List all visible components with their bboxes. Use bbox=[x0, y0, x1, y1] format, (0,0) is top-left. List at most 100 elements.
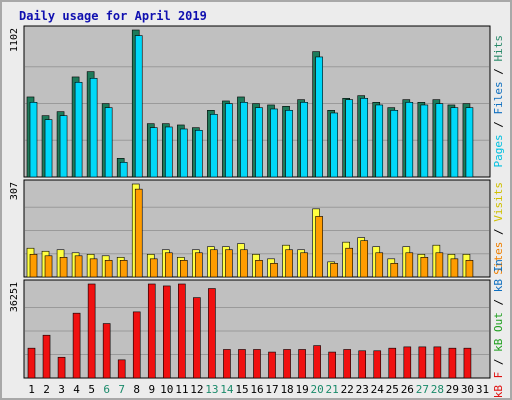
bar-top-files-day-29 bbox=[450, 107, 459, 178]
bar-middle-sites-day-22 bbox=[345, 247, 353, 278]
bar-bottom-kb-f-day-17 bbox=[268, 351, 276, 379]
panel-top-legend: Pages / Files / Hits bbox=[492, 35, 505, 168]
bar-middle-sites-day-23 bbox=[360, 240, 369, 278]
bar-bottom-kb-f-day-27 bbox=[418, 346, 427, 379]
bar-top-files-day-16 bbox=[255, 107, 263, 178]
bar-middle-sites-day-14 bbox=[225, 249, 233, 278]
bar-top-files-day-7 bbox=[119, 162, 128, 178]
bar-middle-sites-day-20 bbox=[315, 216, 323, 278]
bar-bottom-kb-f-day-3 bbox=[57, 356, 66, 379]
bar-middle-sites-day-17 bbox=[270, 263, 278, 278]
bar-middle-sites-day-8 bbox=[134, 188, 143, 278]
bar-middle-sites-day-27 bbox=[420, 257, 429, 278]
x-tick-label-day-8: 8 bbox=[133, 383, 140, 396]
legend-kb-out: kB Out bbox=[492, 312, 505, 352]
bar-middle-sites-day-26 bbox=[405, 252, 414, 278]
bar-middle-sites-day-13 bbox=[210, 249, 218, 278]
bar-middle-sites-day-7 bbox=[119, 260, 128, 278]
x-tick-label-day-10: 10 bbox=[160, 383, 173, 396]
legend-separator: / bbox=[492, 352, 505, 372]
legend-separator: / bbox=[492, 222, 505, 242]
bar-top-files-day-25 bbox=[390, 110, 399, 178]
bar-middle-sites-day-1 bbox=[29, 253, 38, 278]
bar-top-files-day-11 bbox=[180, 128, 188, 178]
bar-middle-sites-day-4 bbox=[74, 255, 83, 278]
x-tick-label-day-25: 25 bbox=[386, 383, 399, 396]
bar-middle-sites-day-2 bbox=[44, 255, 53, 278]
bar-top-files-day-17 bbox=[270, 108, 278, 178]
chart-title: Daily usage for April 2019 bbox=[19, 9, 207, 23]
bar-top-files-day-30 bbox=[465, 107, 474, 178]
bar-middle-sites-day-10 bbox=[164, 252, 173, 278]
bar-bottom-kb-f-day-28 bbox=[433, 346, 442, 379]
bar-bottom-kb-f-day-2 bbox=[42, 334, 51, 379]
x-tick-label-day-20: 20 bbox=[311, 383, 324, 396]
x-tick-label-day-24: 24 bbox=[371, 383, 385, 396]
bar-bottom-kb-f-day-10 bbox=[162, 285, 171, 379]
x-tick-label-day-21: 21 bbox=[326, 383, 339, 396]
bar-bottom-kb-f-day-26 bbox=[403, 346, 412, 379]
bar-top-files-day-6 bbox=[104, 107, 113, 178]
x-tick-label-day-22: 22 bbox=[341, 383, 354, 396]
x-tick-label-day-30: 30 bbox=[461, 383, 474, 396]
x-tick-label-day-12: 12 bbox=[190, 383, 203, 396]
legend-separator: / bbox=[492, 115, 505, 135]
bar-bottom-kb-f-day-7 bbox=[117, 359, 126, 379]
bar-top-files-day-21 bbox=[330, 112, 338, 178]
bar-middle-sites-day-21 bbox=[330, 263, 338, 278]
legend-separator: / bbox=[492, 62, 505, 82]
x-tick-label-day-14: 14 bbox=[220, 383, 234, 396]
bar-top-files-day-22 bbox=[345, 99, 353, 178]
bar-middle-sites-day-6 bbox=[104, 260, 113, 278]
panel-middle-max-label: 307 bbox=[9, 182, 20, 200]
bar-bottom-kb-f-day-21 bbox=[328, 351, 336, 379]
x-tick-label-day-28: 28 bbox=[431, 383, 444, 396]
bar-bottom-kb-f-day-4 bbox=[72, 312, 81, 379]
x-tick-label-day-4: 4 bbox=[73, 383, 80, 396]
bar-bottom-kb-f-day-12 bbox=[193, 297, 201, 379]
x-tick-label-day-3: 3 bbox=[58, 383, 65, 396]
bar-middle-sites-day-9 bbox=[149, 258, 158, 278]
x-tick-label-day-17: 17 bbox=[265, 383, 278, 396]
bar-top-files-day-8 bbox=[134, 35, 143, 178]
bar-top-files-day-5 bbox=[89, 77, 98, 178]
legend-visits: Visits bbox=[492, 182, 505, 222]
bar-top-files-day-27 bbox=[420, 104, 429, 178]
legend-pages: Pages bbox=[492, 134, 505, 167]
bar-top-files-day-24 bbox=[375, 104, 384, 178]
legend-hits: Hits bbox=[492, 35, 505, 62]
bar-bottom-kb-f-day-8 bbox=[132, 311, 141, 379]
x-tick-label-day-16: 16 bbox=[250, 383, 263, 396]
x-tick-label-day-29: 29 bbox=[446, 383, 459, 396]
bar-bottom-kb-f-day-5 bbox=[87, 283, 96, 379]
bar-bottom-kb-f-day-23 bbox=[358, 350, 367, 379]
bar-top-files-day-10 bbox=[164, 126, 173, 178]
bar-middle-sites-day-28 bbox=[435, 252, 444, 278]
bar-top-files-day-13 bbox=[210, 114, 218, 178]
bar-top-files-day-15 bbox=[240, 101, 248, 178]
legend-sites: Sites bbox=[492, 242, 505, 275]
bar-middle-sites-day-15 bbox=[240, 249, 248, 278]
bar-top-files-day-12 bbox=[195, 130, 203, 178]
bar-bottom-kb-f-day-30 bbox=[463, 347, 472, 379]
bar-top-files-day-9 bbox=[149, 127, 158, 178]
bar-bottom-kb-f-day-19 bbox=[298, 349, 306, 379]
bar-bottom-kb-f-day-1 bbox=[27, 347, 36, 379]
x-tick-label-day-6: 6 bbox=[103, 383, 110, 396]
bar-bottom-kb-f-day-16 bbox=[253, 349, 261, 379]
bar-bottom-kb-f-day-14 bbox=[223, 349, 231, 379]
legend-kb-f: kB F bbox=[492, 372, 505, 399]
bar-bottom-kb-f-day-29 bbox=[448, 347, 457, 379]
bar-top-files-day-23 bbox=[360, 97, 369, 178]
bar-middle-sites-day-19 bbox=[300, 252, 308, 278]
bar-bottom-kb-f-day-6 bbox=[102, 323, 111, 379]
x-tick-label-day-31: 31 bbox=[476, 383, 489, 396]
bar-top-files-day-14 bbox=[225, 103, 233, 178]
bar-middle-sites-day-18 bbox=[285, 249, 293, 278]
panel-middle-legend: Sites / Visits bbox=[492, 182, 505, 275]
bar-top-files-day-3 bbox=[59, 115, 68, 178]
bar-bottom-kb-f-day-24 bbox=[373, 350, 382, 379]
legend-kb-in: kB In bbox=[492, 259, 505, 292]
x-tick-label-day-9: 9 bbox=[148, 383, 155, 396]
